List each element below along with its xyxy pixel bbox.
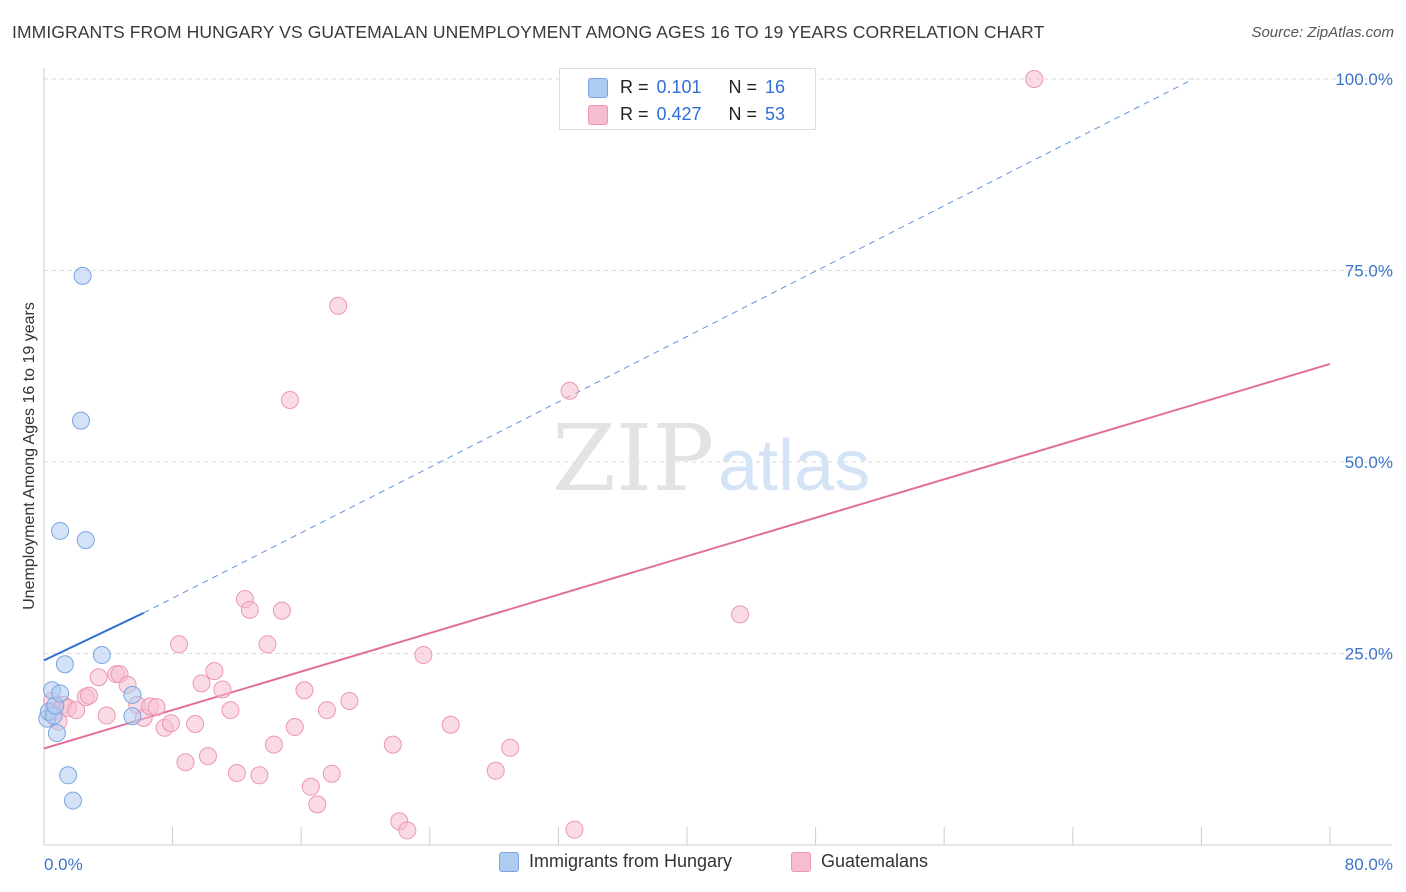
point-guatemalans [285,718,304,737]
stats-swatch-blue [588,77,608,98]
y-tick-label: 50.0% [1345,453,1393,472]
point-hungary [51,521,70,540]
trend-line-hungary-extension [143,78,1194,614]
point-hungary [47,724,66,743]
point-hungary [71,411,90,430]
point-guatemalans [295,681,314,700]
data-points [38,70,1044,840]
legend-swatch-blue [499,851,519,872]
point-hungary [92,646,111,665]
point-guatemalans [227,763,246,782]
point-guatemalans [272,601,291,620]
watermark-atlas: atlas [718,426,870,506]
stats-n-value: 53 [765,104,786,124]
point-guatemalans [221,701,240,720]
point-guatemalans [170,635,189,654]
tick-labels: 100.0% 75.0% 50.0% 25.0% 0.0% 80.0% [44,70,1393,874]
trend-line-hungary [43,611,145,662]
stats-r-value: 0.427 [656,104,702,124]
point-guatemalans [147,698,166,717]
point-guatemalans [198,747,217,766]
point-guatemalans [176,753,195,772]
x-tick-label: 0.0% [44,855,83,874]
point-guatemalans [1025,70,1044,88]
y-tick-label: 75.0% [1345,262,1393,281]
trend-lines [43,78,1331,750]
point-guatemalans [486,761,505,780]
y-tick-label: 100.0% [1335,70,1393,89]
point-hungary [51,684,70,703]
point-guatemalans [329,296,348,315]
point-guatemalans [340,691,359,710]
point-guatemalans [97,706,116,725]
legend-item-guatemalans[interactable]: Guatemalans [791,851,928,872]
point-guatemalans [250,766,269,785]
watermark-zip: ZIP [552,405,714,512]
point-guatemalans [186,714,205,733]
point-hungary [59,766,78,785]
x-tick-label: 80.0% [1345,855,1393,874]
stats-row-guatemalans: R = 0.427 N = 53 [588,104,785,125]
point-guatemalans [308,795,327,814]
stats-swatch-pink [588,104,608,125]
point-guatemalans [280,390,299,409]
point-guatemalans [67,701,86,720]
legend-label: Immigrants from Hungary [529,851,733,871]
stats-r-value: 0.101 [656,77,702,97]
legend-item-hungary[interactable]: Immigrants from Hungary [499,851,732,872]
source-label: Source: ZipAtlas.com [1251,24,1394,41]
stats-n-value: 16 [765,77,786,97]
point-hungary [123,707,142,726]
point-hungary [63,791,82,810]
legend-swatch-pink [791,851,811,872]
grid-lines [44,78,1392,654]
watermark: ZIP atlas [552,405,870,512]
point-guatemalans [501,738,520,757]
point-hungary [73,266,92,285]
point-guatemalans [383,735,402,754]
stats-n-label: N = [728,104,758,124]
stats-r-label: R = [620,77,649,97]
point-guatemalans [398,821,417,840]
point-guatemalans [192,674,211,693]
point-guatemalans [213,680,232,699]
point-guatemalans [731,605,750,624]
point-guatemalans [441,715,460,734]
stats-box: R = 0.101 N = 16 R = 0.427 N = 53 [559,68,816,130]
point-hungary [55,655,74,674]
point-guatemalans [161,714,180,733]
legend-label: Guatemalans [821,851,929,871]
y-tick-label: 25.0% [1345,645,1393,664]
point-hungary [123,685,142,704]
point-guatemalans [264,735,283,754]
point-guatemalans [89,668,108,687]
point-guatemalans [565,820,584,839]
chart-title: IMMIGRANTS FROM HUNGARY VS GUATEMALAN UN… [12,22,1045,42]
stats-row-hungary: R = 0.101 N = 16 [588,77,785,98]
point-hungary [76,531,95,550]
stats-n-label: N = [728,77,758,97]
stats-r-label: R = [620,104,649,124]
trend-line-guatemalans [43,362,1331,750]
point-guatemalans [258,635,277,654]
point-guatemalans [322,764,341,783]
point-guatemalans [414,646,433,665]
point-guatemalans [240,600,259,619]
point-guatemalans [80,686,99,705]
point-guatemalans [205,662,224,681]
point-guatemalans [317,701,336,720]
point-guatemalans [560,381,579,400]
point-guatemalans [301,777,320,796]
